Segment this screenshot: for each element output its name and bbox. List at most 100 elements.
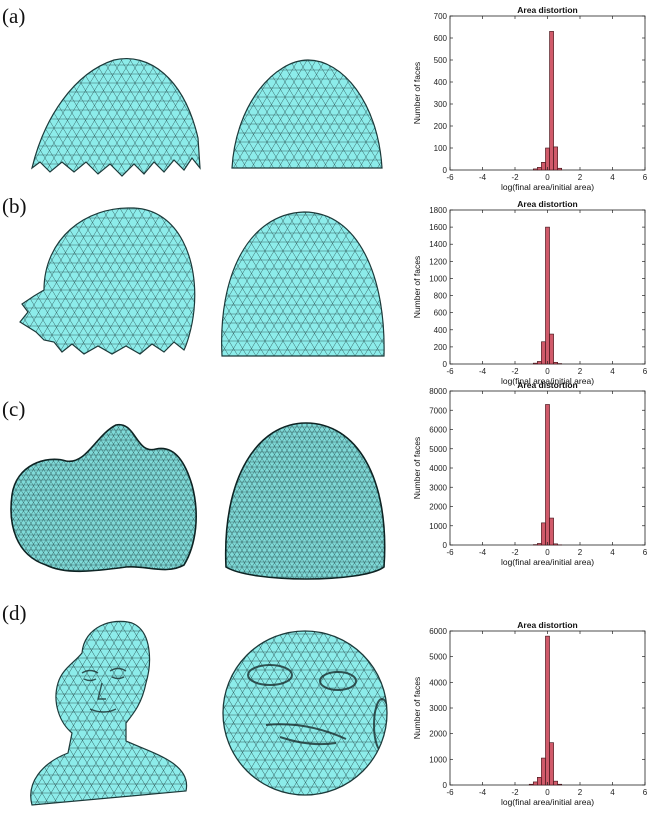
x-tick-label: -4 [479,548,487,557]
x-tick-label: 6 [643,548,647,557]
y-tick-label: 600 [434,34,448,43]
mesh-parameterized [226,52,386,182]
x-axis-label: log(final area/initial area) [501,557,594,567]
histogram-bar [545,636,549,785]
y-tick-label: 0 [443,541,448,550]
y-tick-label: 400 [434,78,448,87]
histogram-bar [550,743,554,785]
x-tick-label: 4 [610,367,615,376]
histogram-bar [541,523,545,545]
y-tick-label: 3000 [429,483,447,492]
histogram-bar [537,777,541,785]
y-tick-label: 0 [443,360,448,369]
y-tick-label: 100 [434,144,448,153]
y-tick-label: 1000 [429,522,447,531]
x-tick-label: -6 [446,367,454,376]
histogram-bar [545,404,549,545]
y-tick-label: 1400 [429,240,447,249]
mesh-original [6,415,206,585]
histogram-bar [550,31,554,170]
y-tick-label: 200 [434,122,448,131]
x-tick-label: 6 [643,367,647,376]
mesh-parameterized [220,625,390,805]
histogram-bar [533,782,537,785]
x-tick-label: -6 [446,788,454,797]
histogram-bar [533,169,537,170]
y-tick-label: 1800 [429,206,447,215]
x-tick-label: -6 [446,548,454,557]
y-tick-label: 700 [434,12,448,21]
y-tick-label: 300 [434,100,448,109]
y-tick-label: 1000 [429,755,447,764]
x-tick-label: 0 [545,548,550,557]
histogram-bar [529,784,533,785]
y-tick-label: 500 [434,56,448,65]
histogram-bar [550,334,554,364]
histogram-bar [541,342,545,364]
x-axis-label: log(final area/initial area) [501,797,594,807]
x-tick-label: 0 [545,173,550,182]
chart-title: Area distortion [517,5,577,15]
x-tick-label: -2 [511,173,519,182]
panel-label: (a) [2,4,25,29]
x-tick-label: 2 [578,367,583,376]
histogram-bar [558,784,562,785]
mesh-original [24,38,204,188]
histogram-bar [541,162,545,170]
y-tick-label: 200 [434,343,448,352]
histogram-bar [554,362,558,364]
histogram-bar [541,758,545,785]
y-tick-label: 400 [434,326,448,335]
y-tick-label: 5000 [429,445,447,454]
x-tick-label: 2 [578,548,583,557]
y-tick-label: 1000 [429,274,447,283]
histogram-bar [554,781,558,785]
x-tick-label: 4 [610,548,615,557]
x-tick-label: 0 [545,367,550,376]
histogram-bar [550,518,554,545]
y-tick-label: 6000 [429,627,447,636]
y-tick-label: 6000 [429,426,447,435]
x-tick-label: -4 [479,788,487,797]
histogram-bar [537,167,541,170]
y-axis-label: Number of faces [412,256,422,318]
histogram-bar [545,148,549,170]
histogram-bar [537,361,541,364]
x-tick-label: 4 [610,788,615,797]
histogram-bar [533,363,537,364]
y-axis-label: Number of faces [412,677,422,739]
y-tick-label: 0 [443,166,448,175]
histogram-bar [558,168,562,170]
mesh-original [22,613,212,809]
x-tick-label: -2 [511,788,519,797]
histogram-bar [554,147,558,170]
y-tick-label: 8000 [429,387,447,396]
mesh-parameterized [218,206,388,366]
histogram-bar [554,544,558,545]
y-tick-label: 800 [434,292,448,301]
y-axis-label: Number of faces [412,62,422,124]
x-tick-label: 6 [643,788,647,797]
y-axis-label: Number of faces [412,437,422,499]
histogram-bar [537,543,541,545]
x-tick-label: -2 [511,548,519,557]
x-tick-label: 6 [643,173,647,182]
mesh-parameterized [222,417,388,587]
x-tick-label: -2 [511,367,519,376]
x-tick-label: 2 [578,788,583,797]
y-tick-label: 4000 [429,678,447,687]
y-tick-label: 4000 [429,464,447,473]
x-tick-label: 4 [610,173,615,182]
y-tick-label: 0 [443,781,448,790]
y-tick-label: 5000 [429,653,447,662]
y-tick-label: 7000 [429,406,447,415]
y-tick-label: 2000 [429,730,447,739]
